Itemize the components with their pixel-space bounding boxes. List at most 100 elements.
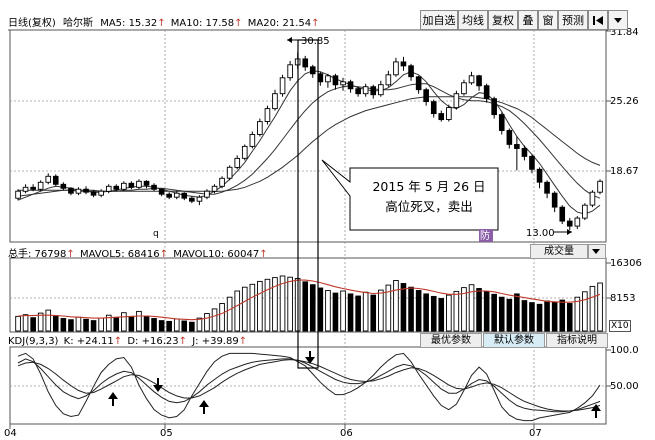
candle-body xyxy=(30,186,36,190)
volume-bar xyxy=(90,320,97,332)
candlestick xyxy=(423,87,429,106)
date-label: 07 xyxy=(529,428,542,439)
candle-body xyxy=(446,107,452,120)
candle-body xyxy=(468,75,475,84)
add-watchlist-button[interactable]: 加自选 xyxy=(420,10,458,30)
tab-best-params[interactable]: 最优参数 xyxy=(420,333,482,348)
ma5-up-icon: ↑ xyxy=(157,18,166,29)
candlestick xyxy=(15,189,21,201)
candlestick xyxy=(385,70,392,87)
candle-body xyxy=(566,220,573,227)
volume-bar xyxy=(347,293,354,332)
overlay-button[interactable]: 叠 xyxy=(518,10,538,30)
date-ticks xyxy=(9,424,535,429)
volume-bar xyxy=(264,278,271,332)
candle-body xyxy=(309,66,316,75)
price-axis-label: 18.67 xyxy=(610,166,639,177)
candlestick xyxy=(551,191,558,213)
candle-body xyxy=(287,64,293,79)
candlestick xyxy=(113,184,120,192)
adjust-button[interactable]: 复权 xyxy=(488,10,518,30)
volume-bar xyxy=(181,320,188,332)
candle-body xyxy=(332,75,339,86)
candle-body xyxy=(415,76,422,91)
volume-up-icon: ↑ xyxy=(66,249,75,260)
first-page-button[interactable] xyxy=(588,10,608,30)
ma10-value: MA10: 17.58 xyxy=(170,18,235,29)
candlestick xyxy=(446,104,452,122)
volume-bar xyxy=(105,314,112,332)
candlestick xyxy=(272,89,278,111)
ma-line-3 xyxy=(18,96,601,192)
tab-default-params[interactable]: 默认参数 xyxy=(483,333,545,348)
candle-body xyxy=(143,180,150,186)
volume-indicator-select[interactable]: 成交量 xyxy=(530,244,588,259)
candle-body xyxy=(257,121,263,135)
candlestick xyxy=(151,183,157,192)
date-label: 06 xyxy=(340,428,353,439)
volume-bar xyxy=(158,320,165,332)
volume-bar xyxy=(551,301,558,332)
moving-average-lines xyxy=(17,70,601,215)
candlestick xyxy=(196,195,203,206)
volume-bar xyxy=(544,300,550,332)
volume-axis-label: 8153 xyxy=(610,293,635,304)
page-dropdown-button[interactable] xyxy=(608,10,628,30)
candle-body xyxy=(483,85,490,100)
candle-body xyxy=(249,134,256,147)
volume-bar xyxy=(393,280,399,332)
candle-body xyxy=(574,217,581,227)
candle-body xyxy=(234,157,241,168)
candlestick xyxy=(219,176,225,189)
volume-panel-frame xyxy=(9,257,607,333)
ma20-up-icon: ↑ xyxy=(311,18,320,29)
candlestick xyxy=(461,79,467,96)
volume-bar xyxy=(597,282,603,332)
window-button[interactable]: 窗 xyxy=(538,10,558,30)
volume-bar xyxy=(574,296,581,332)
volume-dropdown-button[interactable] xyxy=(588,244,606,259)
candlestick xyxy=(68,187,74,196)
volume-bar xyxy=(536,303,543,332)
skip-first-icon xyxy=(593,16,603,25)
volume-bar xyxy=(211,308,218,332)
volume-bar xyxy=(476,288,482,332)
candle-body xyxy=(514,144,520,149)
volume-bar xyxy=(302,281,309,332)
sell-arrow-icon xyxy=(153,378,163,392)
mavol10-up-icon: ↑ xyxy=(259,249,268,260)
volume-bar xyxy=(173,318,180,332)
candlestick xyxy=(173,191,180,200)
candlestick xyxy=(529,154,535,174)
candle-body xyxy=(241,145,248,159)
candle-body xyxy=(521,147,528,157)
candle-body xyxy=(589,191,596,206)
candle-body xyxy=(22,186,29,192)
annotation-date: 2015 年 5 月 26 日 xyxy=(372,179,486,194)
candle-body xyxy=(582,204,588,219)
candlestick xyxy=(362,83,369,97)
candlestick xyxy=(340,77,346,91)
volume-bar xyxy=(287,276,293,332)
volume-bar xyxy=(113,317,120,332)
tab-indicator-help[interactable]: 指标说明 xyxy=(546,333,608,348)
chevron-down-icon xyxy=(614,18,622,23)
candlestick xyxy=(52,174,59,187)
volume-bar xyxy=(370,294,377,332)
candlestick xyxy=(143,180,150,189)
volume-bar xyxy=(196,317,203,332)
volume-bars xyxy=(15,275,603,332)
candlestick xyxy=(30,184,36,192)
forecast-button[interactable]: 预测 xyxy=(558,10,588,30)
kdj-header: KDJ(9,3,3) K: +24.11↑ D: +16.23↑ J: +39.… xyxy=(8,336,247,347)
candle-body xyxy=(302,58,309,68)
candle-body xyxy=(196,196,203,202)
volume-bar xyxy=(498,296,505,332)
period-label: 日线(复权) xyxy=(8,18,56,29)
volume-header: 总手: 76798↑ MAVOL5: 68416↑ MAVOL10: 60047… xyxy=(8,245,268,260)
kdj-axis-label: 50.00 xyxy=(610,381,639,392)
ma5-value: MA5: 15.32 xyxy=(100,18,158,29)
candle-body xyxy=(121,182,127,190)
right-axis-ticks xyxy=(606,30,611,387)
ma-lines-button[interactable]: 均线 xyxy=(458,10,488,30)
